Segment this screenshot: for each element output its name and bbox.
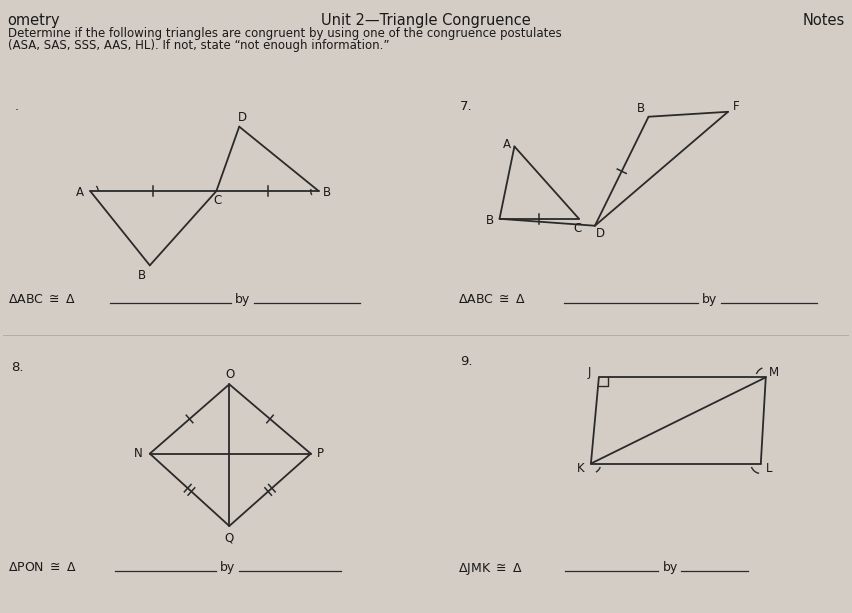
Text: 9.: 9. bbox=[460, 355, 472, 368]
Text: C: C bbox=[573, 222, 581, 235]
Text: Q: Q bbox=[225, 531, 234, 544]
Text: ometry: ometry bbox=[8, 13, 60, 28]
Text: Unit 2—Triangle Congruence: Unit 2—Triangle Congruence bbox=[321, 13, 531, 28]
Text: $\Delta$ABC $\cong$ $\Delta$: $\Delta$ABC $\cong$ $\Delta$ bbox=[8, 293, 76, 306]
Text: K: K bbox=[577, 462, 584, 475]
Text: B: B bbox=[138, 268, 146, 282]
Text: $\Delta$JMK $\cong$ $\Delta$: $\Delta$JMK $\cong$ $\Delta$ bbox=[458, 561, 523, 577]
Text: D: D bbox=[596, 227, 606, 240]
Text: Notes: Notes bbox=[803, 13, 845, 28]
Text: by: by bbox=[663, 561, 677, 574]
Text: N: N bbox=[134, 447, 142, 460]
Text: O: O bbox=[226, 368, 235, 381]
Text: .: . bbox=[14, 101, 19, 113]
Text: M: M bbox=[769, 366, 779, 379]
Text: $\Delta$ABC $\cong$ $\Delta$: $\Delta$ABC $\cong$ $\Delta$ bbox=[458, 293, 526, 306]
Text: D: D bbox=[238, 111, 247, 124]
Text: $\Delta$PON $\cong$ $\Delta$: $\Delta$PON $\cong$ $\Delta$ bbox=[8, 561, 77, 574]
Text: by: by bbox=[702, 293, 717, 306]
Text: by: by bbox=[235, 293, 250, 306]
Text: P: P bbox=[317, 447, 325, 460]
Text: B: B bbox=[323, 186, 331, 199]
Text: F: F bbox=[733, 101, 740, 113]
Text: B: B bbox=[486, 215, 493, 227]
Text: (ASA, SAS, SSS, AAS, HL). If not, state “not enough information.”: (ASA, SAS, SSS, AAS, HL). If not, state … bbox=[8, 39, 389, 53]
Text: C: C bbox=[213, 194, 222, 207]
Text: A: A bbox=[77, 186, 84, 199]
Text: 8.: 8. bbox=[11, 361, 23, 374]
Text: Determine if the following triangles are congruent by using one of the congruenc: Determine if the following triangles are… bbox=[8, 26, 561, 40]
Text: L: L bbox=[765, 462, 772, 475]
Text: J: J bbox=[587, 366, 590, 379]
Text: by: by bbox=[221, 561, 236, 574]
Text: A: A bbox=[503, 138, 510, 151]
Text: 7.: 7. bbox=[460, 101, 472, 113]
Text: B: B bbox=[636, 102, 645, 115]
